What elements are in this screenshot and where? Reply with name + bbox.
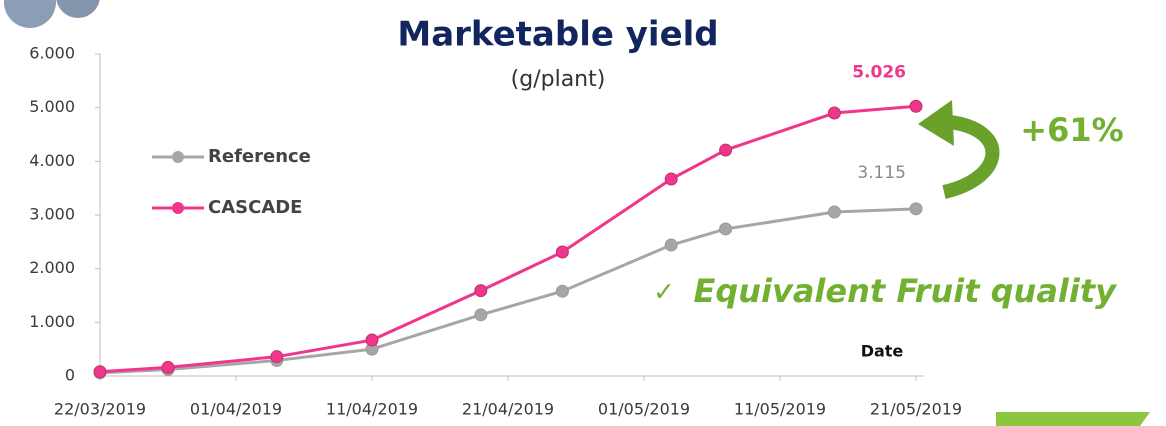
y-tick-label: 6.000 — [29, 44, 75, 63]
y-tick-label: 1.000 — [29, 312, 75, 331]
data-point — [828, 206, 840, 218]
legend-marker — [172, 151, 184, 163]
x-tick-label: 11/05/2019 — [734, 400, 826, 419]
y-tick-label: 0 — [65, 366, 75, 385]
annotation: Equivalent Fruit quality — [693, 272, 1117, 310]
data-point — [665, 239, 677, 251]
data-point — [910, 100, 922, 112]
x-tick-label: 01/04/2019 — [190, 400, 282, 419]
data-point — [720, 223, 732, 235]
value-label: 5.026 — [852, 62, 906, 82]
arrow-head — [918, 100, 954, 146]
annotation: +61% — [1020, 111, 1123, 149]
blueberry — [56, 0, 100, 18]
data-point — [556, 285, 568, 297]
data-point — [556, 246, 568, 258]
legend-marker — [172, 202, 184, 214]
x-tick-label: 22/03/2019 — [54, 400, 146, 419]
data-point — [271, 351, 283, 363]
data-point — [720, 144, 732, 156]
chart-subtitle: (g/plant) — [511, 67, 606, 92]
y-tick-label: 2.000 — [29, 258, 75, 277]
data-point — [475, 285, 487, 297]
data-point — [828, 107, 840, 119]
x-tick-label: 01/05/2019 — [598, 400, 690, 419]
data-point — [162, 361, 174, 373]
chart-title: Marketable yield — [397, 15, 718, 55]
data-point — [475, 309, 487, 321]
y-tick-label: 5.000 — [29, 97, 75, 116]
check-mark: ✓ — [653, 278, 675, 308]
y-tick-label: 4.000 — [29, 151, 75, 170]
data-point — [910, 203, 922, 215]
chart: Marketable yield (g/plant) Date +61% ✓ E… — [0, 0, 1166, 426]
x-axis-label: Date — [861, 342, 904, 361]
data-point — [94, 366, 106, 378]
x-tick-label: 11/04/2019 — [326, 400, 418, 419]
legend-label: CASCADE — [208, 197, 302, 218]
legend-label: Reference — [208, 146, 311, 167]
decor-bar — [996, 412, 1150, 426]
x-tick-label: 21/05/2019 — [870, 400, 962, 419]
value-label: 3.115 — [857, 163, 906, 183]
data-point — [366, 334, 378, 346]
y-tick-label: 3.000 — [29, 205, 75, 224]
x-tick-label: 21/04/2019 — [462, 400, 554, 419]
data-point — [665, 173, 677, 185]
blueberry — [4, 0, 56, 28]
